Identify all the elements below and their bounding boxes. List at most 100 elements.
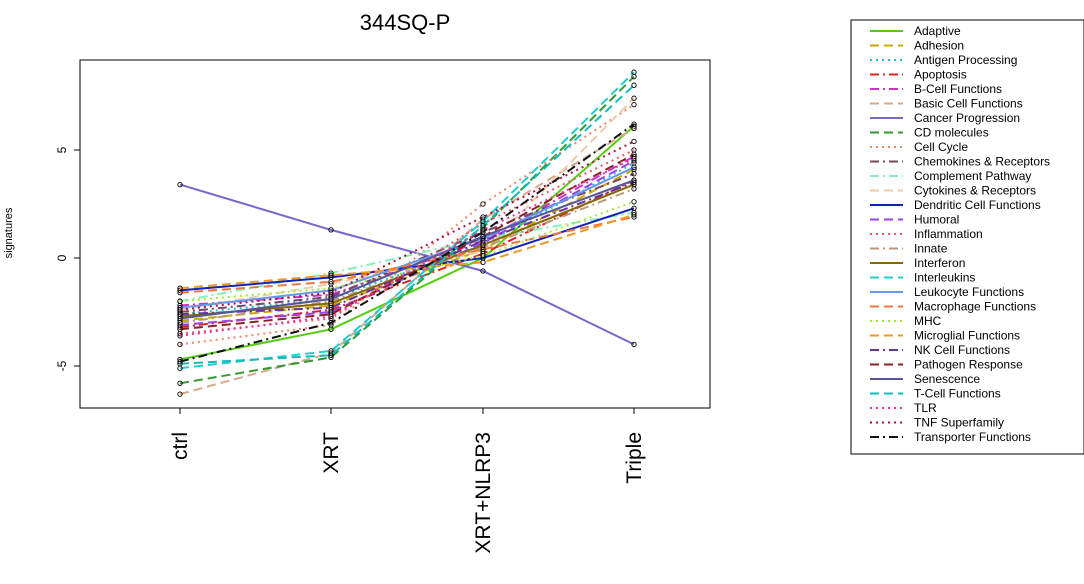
data-point (631, 158, 637, 164)
legend-label: Microglial Functions (914, 329, 1020, 343)
legend-item: Macrophage Functions (870, 300, 1036, 314)
chart-title: 344SQ-P (360, 10, 451, 35)
legend-label: TNF Superfamily (914, 416, 1004, 430)
legend-item: Pathogen Response (870, 358, 1023, 372)
legend-label: Pathogen Response (914, 358, 1023, 372)
legend-item: NK Cell Functions (870, 343, 1010, 357)
series-cell-cycle (177, 101, 637, 348)
legend-item: Leukocyte Functions (870, 285, 1024, 299)
legend-item: T-Cell Functions (870, 387, 1001, 401)
data-point (177, 326, 183, 332)
x-tick-label: Triple (623, 432, 646, 484)
series-t-cell-functions (177, 82, 637, 367)
legend-item: Apoptosis (870, 68, 967, 82)
legend-label: B-Cell Functions (914, 82, 1002, 96)
legend-item: B-Cell Functions (870, 82, 1002, 96)
y-axis-label: signatures (3, 207, 15, 258)
x-tick-label: XRT+NLRP3 (472, 432, 495, 554)
data-point (480, 268, 486, 274)
legend-item: Cell Cycle (870, 140, 968, 154)
legend-label: Basic Cell Functions (914, 97, 1023, 111)
data-point (631, 121, 637, 127)
legend-label: Interleukins (914, 271, 975, 285)
legend-label: Senescence (914, 372, 980, 386)
legend-item: TNF Superfamily (870, 416, 1004, 430)
data-point (177, 341, 183, 348)
series-line (179, 84, 635, 365)
series-line (179, 125, 635, 361)
data-point (177, 285, 183, 291)
data-point (328, 311, 334, 317)
data-point (631, 69, 637, 75)
data-point (631, 82, 637, 88)
data-point (480, 229, 486, 235)
legend-label: Complement Pathway (914, 169, 1031, 183)
legend-label: Apoptosis (914, 68, 967, 82)
legend-item: Cancer Progression (870, 111, 1020, 125)
legend-item: Adhesion (870, 39, 964, 53)
data-point (328, 227, 334, 233)
series-line (179, 123, 635, 363)
legend-label: Interferon (914, 256, 965, 270)
legend-item: Senescence (870, 372, 980, 386)
series-line (179, 127, 635, 396)
legend-label: NK Cell Functions (914, 343, 1010, 357)
legend (850, 19, 1084, 455)
legend-item: MHC (870, 314, 942, 328)
legend-label: Cancer Progression (914, 111, 1020, 125)
data-point (631, 138, 637, 145)
legend-item: Transporter Functions (870, 430, 1031, 444)
data-point (631, 155, 637, 162)
series-dendritic-cell-functions (177, 205, 637, 294)
series-complement-pathway (177, 209, 637, 304)
data-point (177, 305, 183, 311)
series-interleukins (177, 69, 637, 371)
legend-item: Microglial Functions (870, 329, 1020, 343)
legend-label: Macrophage Functions (914, 300, 1036, 314)
series-line (179, 166, 635, 309)
legend-label: TLR (914, 401, 937, 415)
legend-label: Antigen Processing (914, 53, 1017, 67)
axes: 5 0 -5 ctrl XRT XRT+NLRP3 Triple (55, 146, 646, 553)
data-point (177, 359, 183, 365)
series-line (179, 159, 635, 326)
legend-label: CD molecules (914, 126, 989, 140)
data-point (177, 333, 183, 339)
data-point (480, 246, 486, 253)
legend-item: Inflammation (870, 227, 983, 241)
series-line (179, 181, 635, 316)
x-tick-label: XRT (320, 432, 343, 474)
data-point (328, 289, 334, 296)
legend-item: Chemokines & Receptors (870, 155, 1050, 169)
series-microglial-functions (177, 212, 637, 291)
series-line (179, 153, 635, 331)
legend-item: Innate (870, 242, 948, 256)
data-point (631, 171, 637, 177)
data-point (480, 214, 486, 220)
series-line (179, 183, 635, 346)
legend-item: Adaptive (870, 24, 961, 38)
data-point (177, 391, 183, 397)
data-point (631, 101, 637, 108)
series-line (179, 213, 635, 290)
legend-label: Cytokines & Receptors (914, 184, 1036, 198)
legend-item: Antigen Processing (870, 53, 1017, 67)
data-point (328, 272, 334, 278)
legend-label: Dendritic Cell Functions (914, 198, 1041, 212)
legend-item: Complement Pathway (870, 169, 1031, 183)
legend-label: Adhesion (914, 39, 964, 53)
legend-label: Humoral (914, 213, 959, 227)
data-point (631, 164, 637, 170)
plot-frame (79, 59, 711, 409)
legend-item: Cytokines & Receptors (870, 184, 1036, 198)
series-tnf-superfamily (177, 138, 637, 313)
legend-label: Chemokines & Receptors (914, 155, 1050, 169)
x-tick-label: ctrl (169, 432, 192, 460)
data-point (177, 298, 183, 304)
legend-label: Transporter Functions (914, 430, 1031, 444)
series-layer (177, 69, 637, 397)
series-line (179, 211, 635, 303)
